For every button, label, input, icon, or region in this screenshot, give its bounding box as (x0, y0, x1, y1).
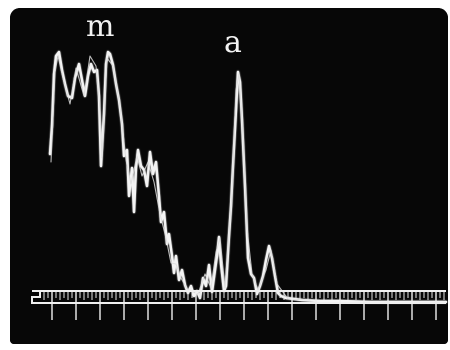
left-bracket (31, 290, 41, 304)
peak-label-a: a (224, 25, 242, 60)
spectrum-trace-graphic (10, 8, 448, 344)
spectrum-trace-main (48, 50, 448, 304)
spectrum-trace-shadow (50, 55, 311, 301)
oscilloscope-screen: m a (10, 8, 448, 344)
peak-label-m: m (86, 9, 115, 44)
major-scale-ticks (51, 292, 437, 320)
screen-background (10, 8, 448, 344)
